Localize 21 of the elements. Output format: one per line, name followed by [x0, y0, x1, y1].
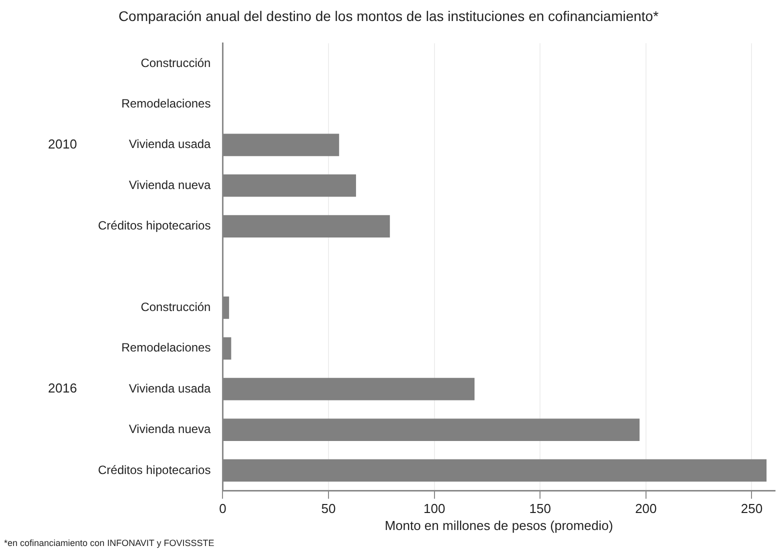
y-tick-label: Vivienda usada — [128, 137, 212, 152]
x-tick-label: 200 — [635, 501, 657, 516]
y-tick-label: Vivienda nueva — [128, 178, 212, 192]
y-tick-label: Construcción — [140, 300, 211, 314]
y-tick-label: Créditos hipotecarios — [98, 218, 211, 233]
y-tick-label: Construcción — [140, 56, 211, 70]
x-axis-title: Monto en millones de pesos (promedio) — [384, 518, 614, 533]
y-tick-label: Remodelaciones — [121, 340, 211, 355]
text: 2016 — [48, 380, 77, 396]
text: *en cofinanciamiento con INFONAVIT y FOVISSSTE — [4, 538, 214, 548]
y-tick-label: Remodelaciones — [121, 96, 211, 111]
text: 2010 — [48, 136, 77, 152]
chart-title: Comparación anual del destino de los montos de las instituciones en cofinanciamiento* — [117, 8, 660, 24]
x-tick-label: 250 — [740, 501, 763, 516]
x-tick-label: 100 — [423, 501, 446, 516]
x-tick-label: 50 — [321, 501, 336, 516]
y-tick-label: Vivienda nueva — [128, 422, 212, 436]
y-tick-label: Vivienda usada — [128, 381, 212, 396]
y-tick-label: Créditos hipotecarios — [98, 462, 211, 477]
x-tick-label: 150 — [529, 501, 551, 516]
x-tick-label: 0 — [219, 501, 226, 516]
